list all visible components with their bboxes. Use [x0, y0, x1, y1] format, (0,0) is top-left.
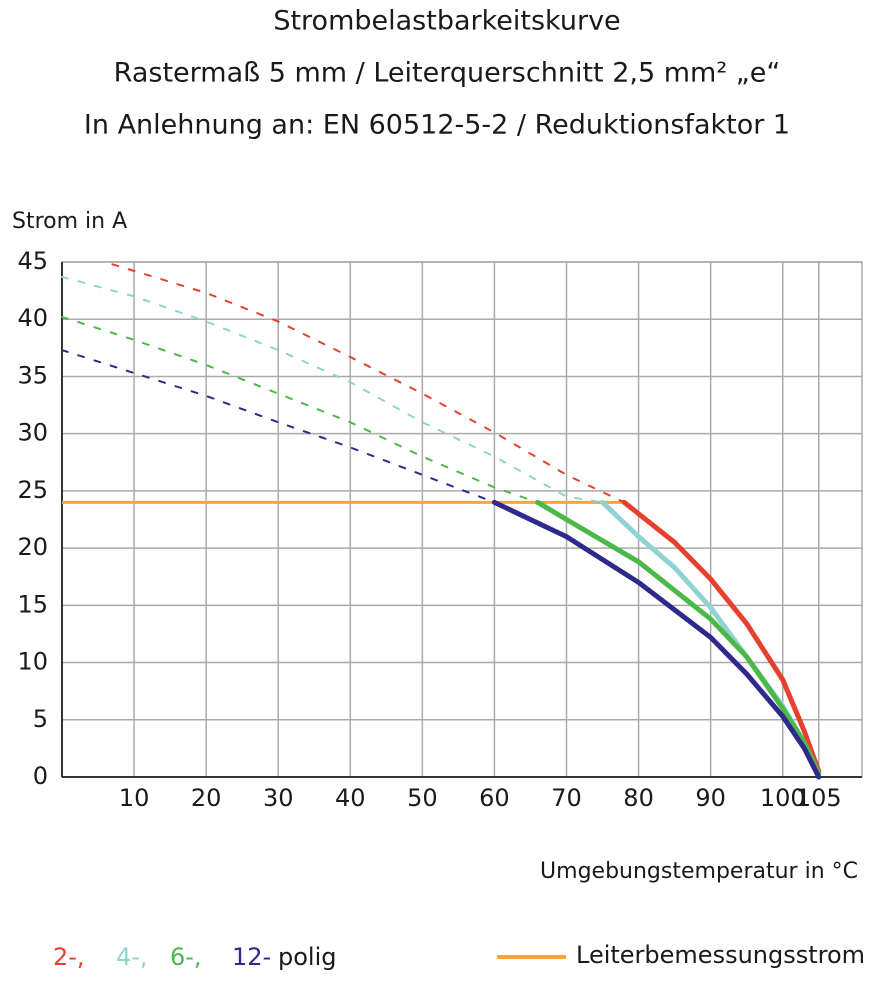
y-tick-label: 45 — [17, 247, 48, 275]
x-tick-label: 40 — [335, 784, 366, 812]
y-tick-label: 0 — [33, 762, 48, 790]
chart-title: Strombelastbarkeitskurve — [273, 6, 620, 37]
legend-label: 6-, — [170, 943, 202, 971]
x-tick-label: 105 — [796, 784, 842, 812]
y-axis-label: Strom in A — [12, 209, 127, 234]
legend-label: 4-, — [116, 943, 148, 971]
x-tick-label: 100 — [760, 784, 806, 812]
dashed-line — [61, 315, 539, 504]
x-tick-label: 90 — [695, 784, 726, 812]
legend-label: 2-, — [53, 943, 85, 971]
dashed-line — [111, 263, 626, 504]
line — [491, 499, 822, 780]
y-tick-label: 5 — [33, 705, 48, 733]
y-tick-label: 15 — [17, 590, 48, 618]
x-tick-label: 50 — [407, 784, 438, 812]
x-tick-label: 20 — [191, 784, 222, 812]
line — [621, 499, 822, 774]
plot-frame — [61, 261, 863, 778]
x-tick-label: 70 — [551, 784, 582, 812]
dashed-line — [61, 349, 496, 504]
x-axis-label: Umgebungstemperatur in °C — [540, 859, 858, 884]
y-tick-label: 20 — [17, 533, 48, 561]
y-tick-label: 35 — [17, 361, 48, 389]
line — [535, 499, 822, 777]
legend-label: 12- — [232, 943, 271, 971]
y-tick-label: 40 — [17, 304, 48, 332]
chart-subtitle: Rastermaß 5 mm / Leiterquerschnitt 2,5 m… — [114, 58, 781, 89]
legend-suffix: polig — [278, 943, 337, 971]
chart-subtitle: In Anlehnung an: EN 60512-5-2 / Reduktio… — [84, 110, 790, 141]
y-tick-label: 30 — [17, 419, 48, 447]
dashed-line — [61, 275, 604, 504]
x-tick-label: 80 — [623, 784, 654, 812]
y-tick-label: 10 — [17, 648, 48, 676]
legend-label: Leiterbemessungsstrom — [576, 941, 865, 969]
y-tick-label: 25 — [17, 476, 48, 504]
x-tick-label: 60 — [479, 784, 510, 812]
x-tick-label: 10 — [119, 784, 150, 812]
x-tick-label: 30 — [263, 784, 294, 812]
